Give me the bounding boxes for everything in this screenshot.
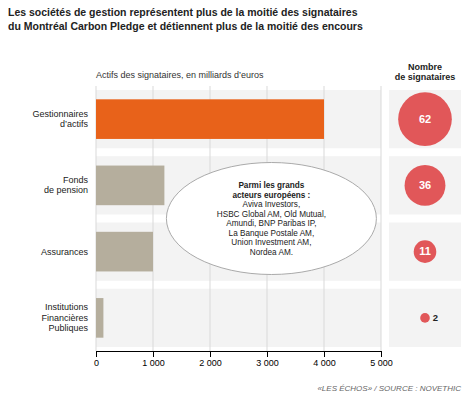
bubble-panel: 62 36 11 2 — [389, 90, 461, 347]
x-tick-mark — [210, 351, 211, 357]
title-line: du Montréal Carbon Pledge et détiennent … — [8, 20, 363, 32]
bubble-band — [389, 156, 461, 214]
bubble-title-line: de signataires — [395, 72, 456, 82]
y-tick-label-line: Fonds — [63, 175, 89, 185]
bar — [96, 166, 164, 206]
annotation-line: Amundi, BNP Paribas IP, — [226, 219, 316, 228]
y-tick-label-line: d’actifs — [60, 119, 89, 129]
x-tick: 1 000 — [142, 351, 165, 368]
y-tick: InstitutionsFi​nanciè​resPubliques — [41, 302, 96, 333]
chart-svg: Les sociétés de gestion représentent plu… — [0, 0, 467, 397]
grid-line — [381, 86, 382, 351]
y-tick: Assurances — [41, 247, 96, 257]
y-tick-label-line: Fi​nanciè​res — [41, 313, 88, 323]
x-tick-label: 1 000 — [142, 358, 165, 368]
x-tick: 0 — [94, 351, 99, 368]
y-axis: Gestionnairesd’actifs Fondsde pension Assu… — [32, 109, 96, 333]
bubble-title: Nombrede signataires — [395, 62, 456, 83]
annotation-line: Parmi les grands — [238, 181, 304, 190]
source: «LES ÉCHOS» / SOURCE : NOVETHIC — [317, 384, 461, 393]
annotation-line: Nordea AM. — [250, 248, 293, 257]
annotation: Parmi les grandsacteurs européens :Aviva… — [166, 163, 376, 275]
x-tick-label: 0 — [94, 358, 99, 368]
y-tick-label-line: Assurances — [41, 247, 89, 257]
bar — [96, 99, 324, 139]
x-tick-label: 4 000 — [313, 358, 336, 368]
title: Les sociétés de gestion représentent plu… — [8, 6, 363, 32]
plot-area: 01 0002 0003 0004 0005 000Gestionnairesd… — [32, 86, 392, 368]
y-tick-label: Assurances — [41, 247, 89, 257]
bubble — [414, 240, 437, 263]
x-tick: 3 000 — [256, 351, 279, 368]
annotation-line: Union Investment AM, — [231, 238, 311, 247]
bubble — [398, 92, 452, 146]
bubble — [405, 165, 446, 206]
annotation-line: acteurs européens : — [232, 191, 310, 200]
x-tick-mark — [381, 351, 382, 357]
grid — [96, 86, 381, 351]
subtitle: Actifs des signataires, en milliards d’e… — [96, 70, 264, 80]
bubble-title-line: Nombre — [408, 62, 442, 72]
row-band — [96, 289, 381, 347]
x-tick-mark — [153, 351, 154, 357]
bubble-label: 11 — [419, 245, 431, 257]
y-tick-label: Gestionnairesd’actifs — [32, 109, 88, 129]
bar — [96, 232, 153, 272]
x-tick-mark — [96, 351, 97, 357]
y-tick: Fondsde pension — [44, 175, 96, 195]
y-tick-label: InstitutionsFi​nanciè​resPubliques — [41, 302, 88, 333]
annotation-line: HSBC Global AM, Old Mutual, — [217, 210, 326, 219]
annotation-bubble — [166, 163, 376, 275]
x-tick: 2 000 — [199, 351, 222, 368]
bubble-label: 36 — [419, 179, 431, 191]
row-bands — [96, 90, 381, 347]
annotation-line: Aviva Investors, — [243, 200, 301, 209]
bubble — [420, 313, 430, 323]
x-tick: 4 000 — [313, 351, 336, 368]
x-axis: 0 1 000 2 000 3 000 4 000 5 000 — [94, 351, 393, 368]
x-tick-mark — [324, 351, 325, 357]
y-tick-label-line: de pension — [44, 185, 88, 195]
x-tick-label: 3 000 — [256, 358, 279, 368]
x-tick-mark — [267, 351, 268, 357]
y-tick-label-line: Institutions — [45, 302, 89, 312]
x-tick-label: 5 000 — [370, 358, 393, 368]
row-band — [96, 90, 381, 148]
y-tick-label: Fondsde pension — [44, 175, 89, 195]
bubble-band — [389, 90, 461, 148]
bubble-label: 62 — [419, 113, 431, 125]
bar — [96, 298, 103, 338]
bubble-band — [389, 222, 461, 280]
y-tick-label-line: Publiques — [48, 323, 88, 333]
bubble-band — [389, 289, 461, 347]
bubble-label: 2 — [433, 312, 438, 323]
title-line: Les sociétés de gestion représentent plu… — [8, 6, 358, 18]
annotation-line: La Banque Postale AM, — [229, 229, 315, 238]
x-tick-label: 2 000 — [199, 358, 222, 368]
x-tick: 5 000 — [370, 351, 393, 368]
x-axis-line — [97, 352, 382, 358]
y-tick-label-line: Gestionnaires — [32, 109, 88, 119]
y-tick: Gestionnairesd’actifs — [32, 109, 96, 129]
